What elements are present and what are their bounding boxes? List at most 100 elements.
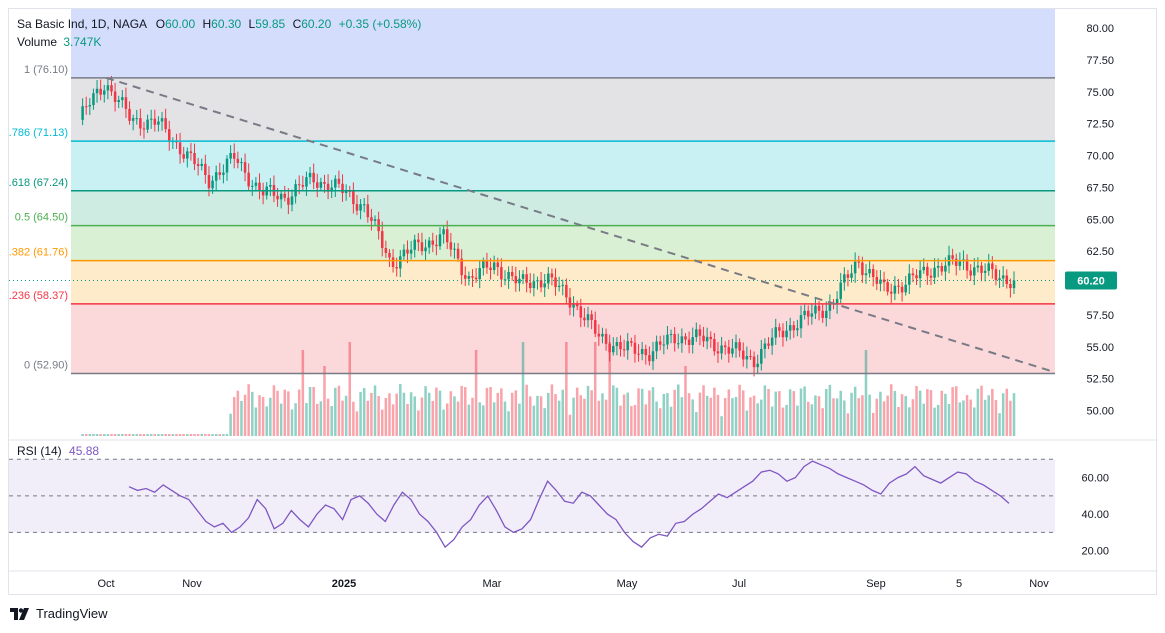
rsi-tick-label: 60.00 xyxy=(1081,473,1109,485)
candle-body xyxy=(153,118,157,125)
candle-body xyxy=(698,329,702,336)
candle-body xyxy=(796,328,799,331)
candle-body xyxy=(489,267,492,271)
candle-body xyxy=(214,172,218,181)
candle-body xyxy=(723,345,727,348)
symbol-legend[interactable]: Sa Basic Ind, 1D, NAGA O60.00 H60.30 L59… xyxy=(17,17,421,31)
candle-body xyxy=(752,356,756,368)
candle-body xyxy=(904,284,907,293)
candle-body xyxy=(279,193,283,200)
volume-bar xyxy=(243,394,247,436)
volume-bar xyxy=(330,405,333,436)
volume-bar xyxy=(503,401,507,436)
candle-body xyxy=(496,262,500,268)
volume-bar xyxy=(561,389,565,436)
candle-body xyxy=(976,265,980,268)
candle-body xyxy=(745,356,749,360)
volume-bar xyxy=(745,410,749,436)
candle-body xyxy=(586,314,590,321)
candle-body xyxy=(110,85,113,92)
volume-bar xyxy=(525,384,528,436)
candle-body xyxy=(135,118,139,120)
candle-body xyxy=(236,158,240,163)
candle-body xyxy=(370,217,373,221)
volume-bar xyxy=(388,393,391,436)
rsi-label: RSI (14) xyxy=(17,444,62,458)
volume-bar xyxy=(478,402,481,436)
candle-body xyxy=(926,266,929,276)
fib-band-top xyxy=(71,9,1055,78)
candle-body xyxy=(695,329,698,338)
volume-bar xyxy=(835,398,839,436)
volume-bar xyxy=(579,395,583,436)
candle-body xyxy=(915,275,918,279)
candle-body xyxy=(864,273,868,276)
price-tick-label: 70.00 xyxy=(1086,151,1114,163)
candle-body xyxy=(980,265,983,273)
rsi-legend[interactable]: RSI (14) 45.88 xyxy=(17,444,99,458)
candle-body xyxy=(146,119,149,130)
volume-bar xyxy=(528,396,532,436)
candle-body xyxy=(861,262,864,276)
candle-body xyxy=(160,118,164,122)
candle-body xyxy=(839,282,842,299)
volume-bar xyxy=(164,434,167,436)
volume-bar xyxy=(944,393,947,436)
volume-bar xyxy=(355,411,359,436)
time-label: Oct xyxy=(97,578,114,590)
change-value: +0.35 (+0.58%) xyxy=(338,17,422,31)
candle-body xyxy=(944,265,947,272)
candle-body xyxy=(749,356,752,358)
candle-body xyxy=(445,229,449,243)
rsi-panel xyxy=(9,458,1055,549)
volume-bar xyxy=(283,389,287,436)
fib-label-0.5: 0.5 (64.50) xyxy=(15,212,68,224)
candle-body xyxy=(720,345,723,354)
candle-body xyxy=(882,279,886,283)
symbol-title[interactable]: Sa Basic Ind, 1D, NAGA xyxy=(17,17,147,31)
candle-body xyxy=(287,197,290,205)
candle-body xyxy=(900,286,904,293)
candle-body xyxy=(518,278,521,284)
candle-body xyxy=(550,273,554,278)
volume-bar xyxy=(781,407,785,436)
candle-body xyxy=(261,191,265,196)
volume-bar xyxy=(438,390,442,436)
volume-bar xyxy=(254,407,258,436)
chart-canvas[interactable]: 1 (76.10) 0.786 (71.13) 0.618 (67.24) 0.5 (… xyxy=(9,9,1158,596)
volume-bar xyxy=(312,386,315,436)
volume-bar xyxy=(521,342,525,436)
volume-bar xyxy=(323,366,326,436)
volume-bar xyxy=(590,390,593,436)
candle-body xyxy=(590,314,593,320)
volume-legend[interactable]: Volume 3.747K xyxy=(17,35,101,49)
candle-body xyxy=(983,270,987,273)
volume-bar xyxy=(84,434,88,436)
tradingview-logo[interactable]: TradingView xyxy=(10,606,108,621)
candle-body xyxy=(781,330,785,338)
volume-bar xyxy=(95,434,99,436)
low-label: L xyxy=(248,17,256,31)
candle-body xyxy=(669,334,673,336)
volume-bar xyxy=(352,401,355,436)
close-value: 60.20 xyxy=(301,17,332,31)
candle-body xyxy=(196,164,200,167)
price-tick-label: 80.00 xyxy=(1086,23,1114,35)
candle-body xyxy=(597,333,601,337)
volume-bar xyxy=(99,434,102,436)
candle-body xyxy=(521,274,525,279)
candle-body xyxy=(889,291,893,294)
volume-bar xyxy=(449,391,453,436)
candle-body xyxy=(843,274,846,283)
fib-lines: 1 (76.10) 0.786 (71.13) 0.618 (67.24) 0.5 (… xyxy=(9,64,1055,375)
candle-body xyxy=(593,319,597,334)
candle-body xyxy=(240,162,243,164)
price-tick-label: 67.50 xyxy=(1086,182,1114,194)
volume-bar xyxy=(731,398,734,436)
volume-bar xyxy=(713,387,716,436)
candle-body xyxy=(680,336,684,344)
candle-body xyxy=(893,285,897,294)
volume-bar xyxy=(117,434,120,436)
candles xyxy=(81,75,1016,377)
volume-bar xyxy=(843,400,846,436)
